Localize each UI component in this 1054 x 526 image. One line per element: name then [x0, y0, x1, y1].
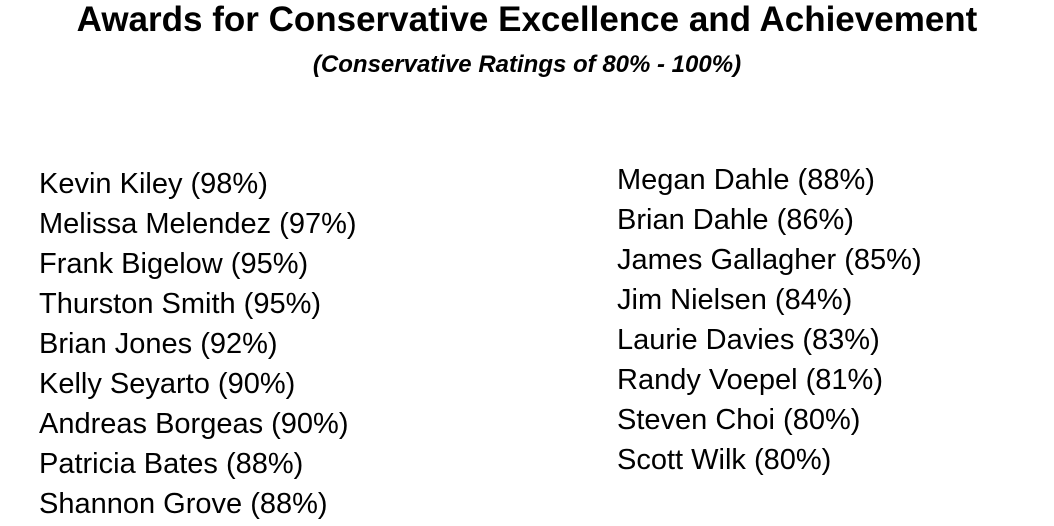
awardee-list-right: Megan Dahle (88%) Brian Dahle (86%) Jame…	[617, 160, 922, 480]
list-item: Andreas Borgeas (90%)	[39, 408, 349, 440]
list-item: Patricia Bates (88%)	[39, 448, 304, 480]
list-item: Thurston Smith (95%)	[39, 288, 322, 320]
list-item: Megan Dahle (88%)	[617, 164, 875, 196]
list-item: Kevin Kiley (98%)	[39, 168, 268, 200]
awardee-list-left: Kevin Kiley (98%) Melissa Melendez (97%)…	[39, 164, 357, 524]
page-title: Awards for Conservative Excellence and A…	[76, 0, 978, 39]
list-item: Jim Nielsen (84%)	[617, 284, 853, 316]
list-item: Scott Wilk (80%)	[617, 444, 832, 476]
list-item: Melissa Melendez (97%)	[39, 208, 357, 240]
list-item: Laurie Davies (83%)	[617, 324, 880, 356]
list-item: Randy Voepel (81%)	[617, 364, 883, 396]
list-item: James Gallagher (85%)	[617, 244, 922, 276]
page-subtitle: (Conservative Ratings of 80% - 100%)	[312, 51, 742, 78]
list-item: Brian Dahle (86%)	[617, 204, 854, 236]
list-item: Steven Choi (80%)	[617, 404, 861, 436]
list-item: Kelly Seyarto (90%)	[39, 368, 296, 400]
list-item: Brian Jones (92%)	[39, 328, 278, 360]
list-item: Shannon Grove (88%)	[39, 488, 328, 520]
list-item: Frank Bigelow (95%)	[39, 248, 309, 280]
